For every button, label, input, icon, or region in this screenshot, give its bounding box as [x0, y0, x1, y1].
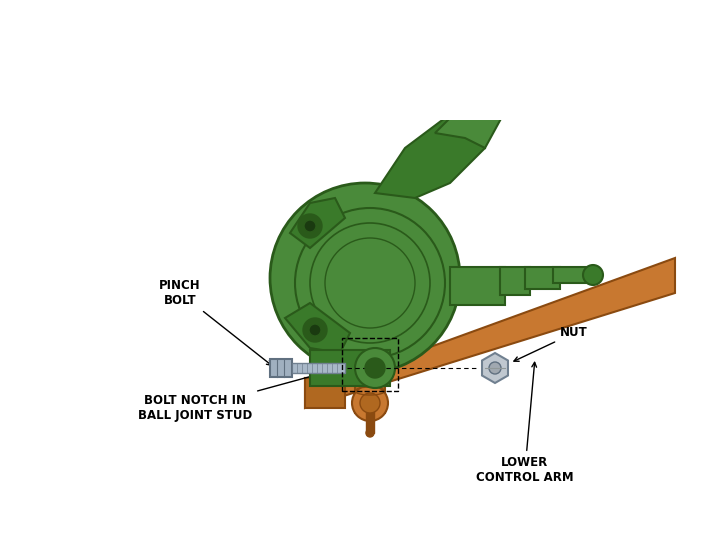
Polygon shape	[305, 378, 345, 408]
Polygon shape	[305, 258, 675, 408]
Circle shape	[309, 324, 321, 336]
Bar	[553, 267, 588, 283]
Text: Automotive Steering, Suspension and Alignment, 7e: Automotive Steering, Suspension and Alig…	[148, 507, 367, 516]
Text: PEARSON: PEARSON	[634, 511, 715, 526]
Circle shape	[304, 220, 316, 232]
Text: All Rights Reserved: All Rights Reserved	[395, 524, 477, 533]
Text: LOWER
CONTROL ARM: LOWER CONTROL ARM	[476, 362, 574, 484]
Bar	[342, 338, 398, 391]
Circle shape	[352, 385, 388, 421]
Text: ALWAYS LEARNING: ALWAYS LEARNING	[6, 514, 116, 524]
Text: James D. Halderman: James D. Halderman	[148, 524, 234, 533]
Circle shape	[355, 348, 395, 388]
Text: turning the nut, not the bolt.: turning the nut, not the bolt.	[196, 82, 524, 105]
Text: NUT: NUT	[514, 327, 588, 361]
Polygon shape	[285, 303, 350, 353]
Text: knuckle to the ball joint. Remove the pinch bolt by: knuckle to the ball joint. Remove the pi…	[71, 49, 649, 71]
Circle shape	[303, 318, 327, 342]
Circle shape	[365, 358, 385, 378]
Circle shape	[489, 362, 501, 374]
Bar	[290, 363, 345, 373]
Bar	[310, 350, 390, 386]
Circle shape	[366, 429, 374, 437]
Circle shape	[298, 214, 322, 238]
Circle shape	[360, 393, 380, 413]
Polygon shape	[290, 198, 345, 248]
Text: Copyright © 2017 by Pearson Education, Inc.: Copyright © 2017 by Pearson Education, I…	[395, 507, 585, 516]
Bar	[450, 267, 505, 305]
Text: BOLT NOTCH IN
BALL JOINT STUD: BOLT NOTCH IN BALL JOINT STUD	[138, 363, 356, 422]
Polygon shape	[435, 78, 515, 148]
Bar	[355, 373, 385, 413]
Text: STEERING
KNUCKLE: STEERING KNUCKLE	[0, 539, 1, 540]
Bar	[366, 411, 374, 433]
Circle shape	[583, 265, 603, 285]
Polygon shape	[375, 118, 485, 198]
Text: PINCH
BOLT: PINCH BOLT	[159, 279, 271, 366]
Text: FIGURE 7.27: FIGURE 7.27	[209, 15, 360, 38]
Bar	[270, 359, 292, 377]
Bar	[500, 267, 530, 295]
Bar	[525, 267, 560, 289]
Circle shape	[270, 183, 460, 373]
Text: A pinch bolt attaches the steering: A pinch bolt attaches the steering	[360, 15, 720, 38]
Polygon shape	[482, 353, 508, 383]
